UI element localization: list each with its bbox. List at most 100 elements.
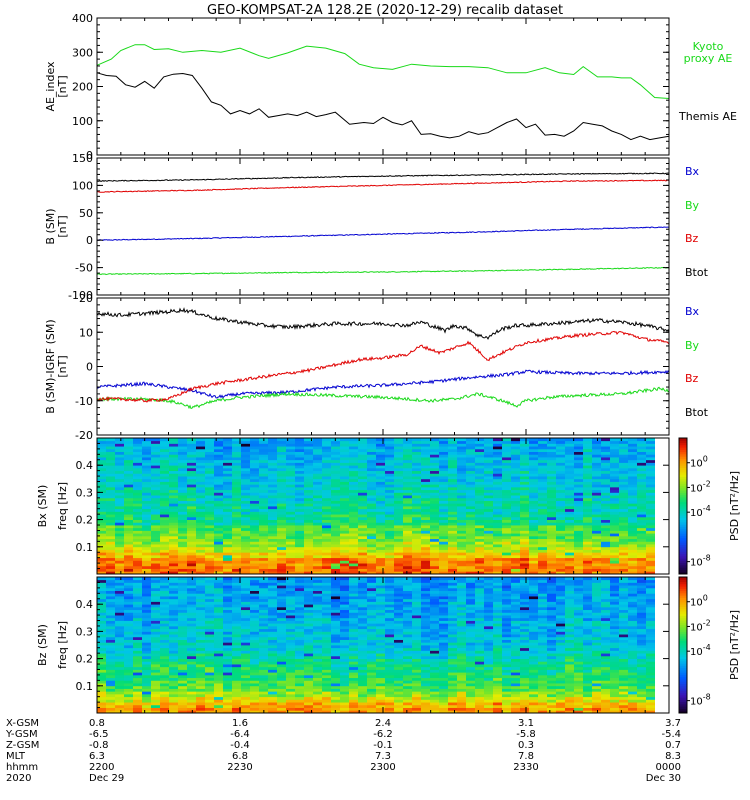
spectrogram-cell	[205, 582, 215, 586]
spectrogram-cell	[133, 462, 143, 466]
spectrogram-cell	[178, 604, 188, 608]
spectrogram-cell	[601, 554, 611, 559]
spectrogram-cell	[178, 587, 188, 591]
spectrogram-cell	[214, 677, 224, 681]
spectrogram-cell	[142, 669, 152, 673]
spectrogram-cell	[610, 478, 620, 482]
spectrogram-cell	[331, 530, 341, 534]
spectrogram-cell	[106, 470, 116, 474]
spectrogram-cell	[547, 546, 557, 550]
spectrogram-cell	[106, 568, 116, 572]
spectrogram-cell	[295, 615, 305, 619]
spectrogram-cell	[259, 443, 269, 447]
spectrogram-cell	[160, 484, 170, 488]
spectrogram-cell	[322, 674, 332, 679]
spectrogram-cell	[232, 503, 242, 507]
spectrogram-cell	[376, 530, 386, 534]
spectrogram-cell	[277, 546, 287, 550]
spectrogram-cell	[214, 530, 224, 534]
spectrogram-cell	[358, 557, 368, 561]
spectrogram-cell	[358, 462, 368, 466]
spectrogram-cell	[151, 533, 161, 537]
spectrogram-cell	[160, 625, 170, 630]
spectrogram-cell	[439, 538, 449, 542]
colorbar-step	[679, 521, 687, 525]
spectrogram-cell	[637, 541, 647, 545]
spectrogram-cell	[547, 552, 557, 556]
spectrogram-cell	[97, 527, 107, 531]
spectrogram-cell	[439, 522, 449, 526]
spectrogram-cell	[313, 617, 323, 621]
spectrogram-cell	[214, 438, 224, 442]
spectrogram-cell	[268, 672, 278, 676]
spectrogram-cell	[511, 500, 521, 504]
spectrogram-cell	[241, 462, 251, 466]
spectrogram-cell	[601, 446, 611, 450]
spectrogram-cell	[637, 459, 647, 463]
spectrogram-cell	[412, 503, 422, 507]
spectrogram-cell	[565, 552, 575, 556]
spectrogram-cell	[628, 476, 638, 480]
spectrogram-cell	[97, 519, 107, 523]
spectrogram-cell	[178, 481, 188, 485]
figure-title: GEO-KOMPSAT-2A 128.2E (2020-12-29) recal…	[207, 3, 563, 18]
spectrogram-cell	[232, 489, 242, 493]
spectrogram-cell	[97, 653, 107, 657]
spectrogram-cell	[574, 459, 584, 463]
spectrogram-cell	[169, 554, 179, 559]
spectrogram-cell	[322, 554, 332, 559]
spectrogram-cell	[511, 470, 521, 474]
spectrogram-cell	[592, 473, 602, 477]
spectrogram-cell	[421, 476, 431, 480]
spectrogram-cell	[214, 546, 224, 550]
spectrogram-cell	[160, 451, 170, 455]
spectrogram-cell	[637, 503, 647, 507]
spectrogram-cell	[610, 440, 620, 444]
spectrogram-cell	[268, 495, 278, 499]
spectrogram-cell	[322, 666, 332, 670]
spectrogram-cell	[133, 500, 143, 504]
spectrogram-cell	[322, 457, 332, 461]
spectrogram-cell	[124, 628, 134, 632]
spectrogram-cell	[97, 628, 107, 632]
spectrogram-cell	[349, 443, 359, 447]
spectrogram-cell	[160, 462, 170, 466]
spectrogram-cell	[187, 454, 197, 458]
spectrogram-cell	[232, 535, 242, 540]
spectrogram-cell	[124, 527, 134, 531]
spectrogram-cell	[232, 476, 242, 480]
spectrogram-cell	[106, 514, 116, 518]
spectrogram-cell	[565, 565, 575, 569]
spectrogram-cell	[376, 470, 386, 474]
spectrogram-cell	[196, 593, 206, 597]
spectrogram-cell	[313, 606, 323, 611]
spectrogram-cell	[520, 500, 530, 504]
series-line-themis-ae	[96, 72, 670, 141]
spectrogram-cell	[196, 707, 206, 711]
spectrogram-cell	[403, 506, 413, 510]
spectrogram-cell	[322, 688, 332, 692]
spectrogram-cell	[313, 560, 323, 564]
spectrogram-cell	[295, 563, 305, 567]
spectrogram-cell	[205, 669, 215, 673]
colorbar-step	[679, 512, 687, 516]
spectrogram-cell	[268, 653, 278, 657]
spectrogram-cell	[619, 438, 629, 442]
spectrogram-cell	[169, 625, 179, 630]
series-line-bz	[96, 179, 670, 193]
spectrogram-cell	[358, 492, 368, 496]
spectrogram-cell	[331, 563, 341, 567]
spectrogram-cell	[178, 579, 188, 583]
spectrogram-cell	[349, 503, 359, 507]
spectrogram-cell	[475, 473, 485, 477]
spectrogram-cell	[106, 500, 116, 504]
spectrogram-cell	[241, 577, 251, 581]
spectrogram-cell	[367, 546, 377, 550]
spectrogram-cell	[466, 451, 476, 455]
spectrogram-cell	[610, 544, 620, 548]
spectrogram-cell	[142, 533, 152, 537]
y-tick-label: 400	[72, 12, 93, 25]
spectrogram-cell	[610, 525, 620, 529]
spectrogram-cell	[187, 634, 197, 638]
spectrogram-cell	[196, 448, 206, 452]
